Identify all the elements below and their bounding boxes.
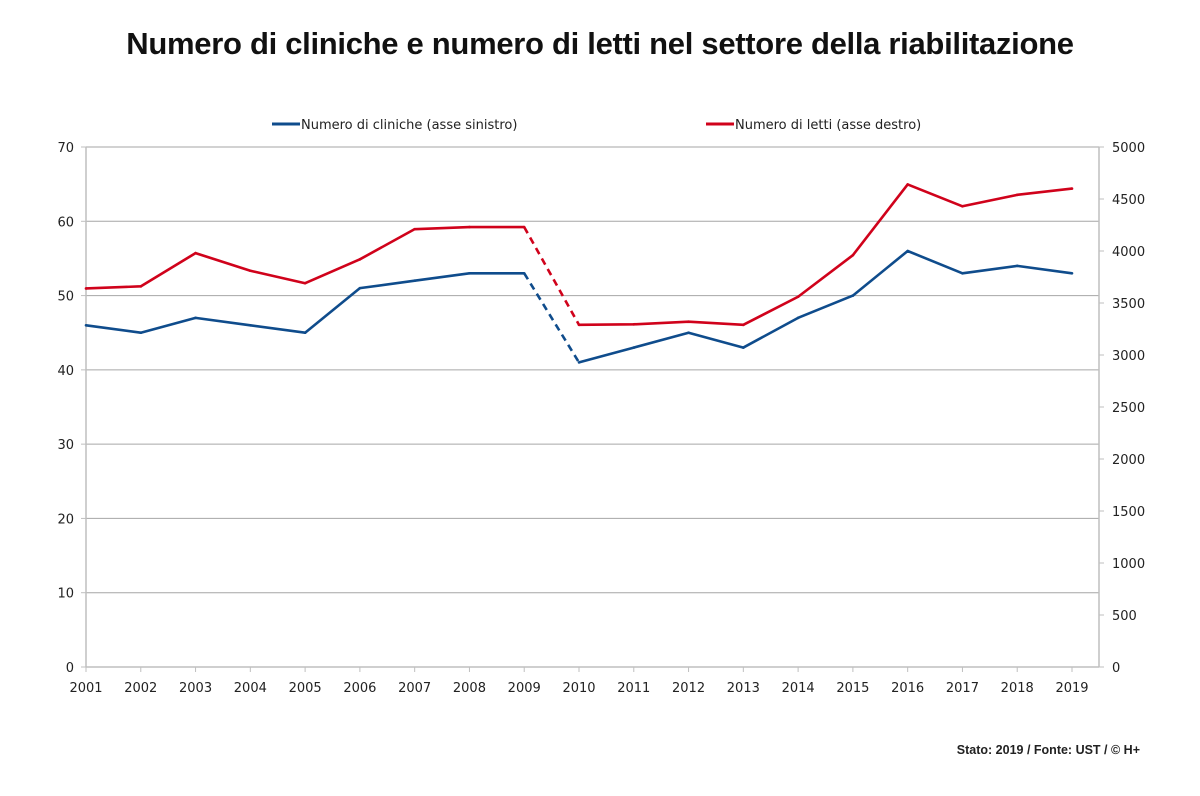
series-line-solid [85, 225, 525, 290]
data-point [742, 323, 745, 327]
series-line-dashed [523, 272, 581, 364]
axes [85, 147, 1100, 668]
left-axis-ticks: 0 10 20 30 40 50 60 70 [57, 141, 86, 676]
data-point [468, 225, 471, 229]
x-tick-label: 2015 [836, 681, 869, 696]
series-lines [84, 183, 1074, 364]
data-point [84, 323, 88, 327]
chart-title: Numero di cliniche e numero di letti nel… [126, 26, 1074, 61]
right-tick-label: 5000 [1112, 141, 1145, 156]
x-tick-label: 2019 [1055, 681, 1088, 696]
data-point [742, 346, 745, 349]
data-point [194, 251, 197, 255]
right-tick-label: 1000 [1112, 557, 1145, 572]
data-point [303, 281, 307, 285]
left-tick-label: 10 [57, 587, 74, 602]
x-tick-label: 2002 [124, 681, 157, 696]
data-point [249, 323, 252, 327]
legend: Numero di cliniche (asse sinistro) Numero… [272, 118, 921, 133]
right-tick-label: 500 [1112, 609, 1137, 624]
right-tick-label: 0 [1112, 661, 1120, 676]
data-point [906, 183, 909, 186]
right-tick-label: 1500 [1112, 505, 1145, 520]
x-tick-label: 2013 [727, 681, 760, 696]
x-tick-label: 2001 [69, 681, 102, 696]
gridlines [86, 146, 1099, 594]
x-tick-label: 2010 [562, 681, 595, 696]
data-point [1015, 193, 1019, 197]
left-tick-label: 50 [57, 290, 74, 305]
data-point [632, 323, 636, 326]
data-point [632, 346, 636, 349]
data-point [687, 320, 690, 324]
left-tick-label: 70 [57, 141, 74, 156]
right-tick-label: 3000 [1112, 349, 1145, 364]
data-point [139, 285, 143, 288]
left-tick-label: 0 [66, 661, 74, 676]
data-point [522, 271, 526, 275]
data-point [796, 316, 800, 320]
right-tick-label: 2500 [1112, 401, 1145, 416]
series-letti [84, 183, 1074, 327]
right-axis-ticks: 0 500 1000 1500 2000 2500 3000 3500 4000 4500 5000 [1099, 141, 1145, 676]
data-point [194, 316, 197, 320]
right-tick-label: 4500 [1112, 193, 1145, 208]
x-axis-ticks: 2001 2002 2003 2004 2005 2006 2007 2008 2009 2010… [69, 667, 1089, 696]
data-point [961, 271, 964, 275]
data-point [413, 279, 416, 283]
data-point [1070, 187, 1074, 190]
x-tick-label: 2008 [453, 681, 486, 696]
source-footer: Stato: 2019 / Fonte: UST / © H+ [956, 743, 1140, 757]
x-tick-label: 2005 [289, 681, 322, 696]
x-tick-label: 2017 [946, 681, 979, 696]
left-tick-label: 20 [57, 512, 74, 527]
left-tick-label: 30 [57, 438, 74, 453]
data-point [851, 294, 855, 297]
x-tick-label: 2006 [343, 681, 376, 696]
x-tick-label: 2016 [891, 681, 924, 696]
series-line-solid [578, 183, 1073, 327]
x-tick-label: 2003 [179, 681, 212, 696]
data-point [522, 225, 526, 229]
right-tick-label: 4000 [1112, 245, 1145, 260]
legend-label: Numero di letti (asse destro) [735, 118, 921, 133]
data-point [851, 253, 855, 257]
data-point [358, 286, 362, 290]
data-point [139, 331, 143, 335]
data-point [84, 287, 88, 290]
x-tick-label: 2012 [672, 681, 705, 696]
x-tick-label: 2007 [398, 681, 431, 696]
data-point [796, 295, 800, 299]
x-tick-label: 2009 [508, 681, 541, 696]
data-point [1015, 264, 1019, 268]
data-point [577, 361, 581, 364]
x-tick-label: 2004 [234, 681, 267, 696]
legend-label: Numero di cliniche (asse sinistro) [301, 118, 517, 133]
x-tick-label: 2018 [1001, 681, 1034, 696]
data-point [687, 331, 690, 335]
data-point [1070, 271, 1074, 275]
right-tick-label: 2000 [1112, 453, 1145, 468]
x-tick-label: 2011 [617, 681, 650, 696]
right-tick-label: 3500 [1112, 297, 1145, 312]
data-point [577, 323, 581, 327]
left-tick-label: 60 [57, 215, 74, 230]
data-point [249, 269, 252, 273]
series-cliniche [84, 249, 1074, 364]
series-line-dashed [523, 226, 581, 326]
left-tick-label: 40 [57, 364, 74, 379]
data-point [303, 331, 307, 335]
data-point [961, 204, 964, 208]
data-point [468, 271, 471, 275]
series-line-solid [578, 249, 1073, 364]
data-point [358, 258, 362, 261]
data-point [413, 227, 416, 231]
x-tick-label: 2014 [782, 681, 815, 696]
data-point [906, 249, 909, 253]
